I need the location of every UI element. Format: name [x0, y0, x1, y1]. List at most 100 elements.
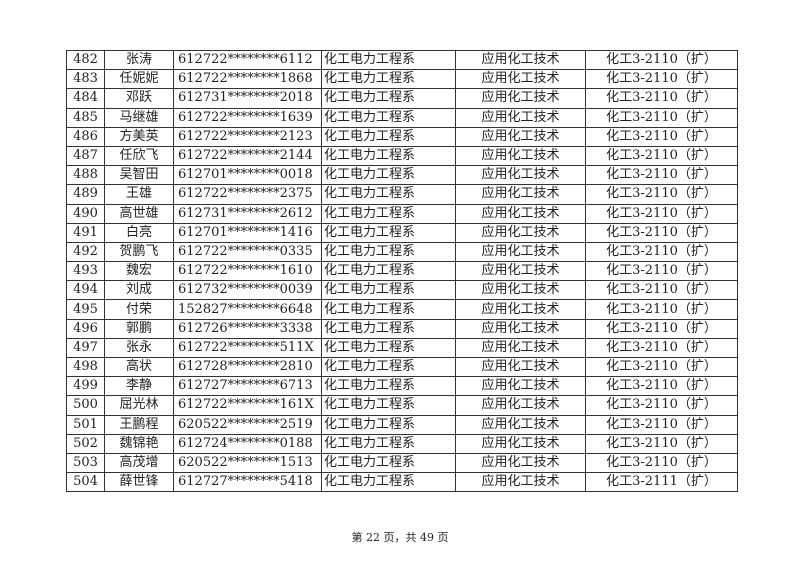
student-name: 任妮妮 [104, 69, 174, 90]
id-number: 612722********2123 [173, 126, 322, 147]
department: 化工电力工程系 [321, 376, 456, 397]
class-name: 化工3-2110（扩） [585, 433, 738, 454]
id-number: 612722********6112 [173, 49, 322, 71]
class-name: 化工3-2110（扩） [585, 241, 738, 263]
class-name: 化工3-2110（扩） [585, 126, 738, 147]
student-name: 王鹏程 [104, 414, 174, 435]
id-number: 620522********1513 [173, 452, 322, 474]
page-footer: 第 22 页，共 49 页 [351, 531, 449, 544]
row-number: 498 [66, 356, 105, 378]
table-row: 491 白亮 612701********1416 化工电力工程系 应用化工技术 化工3-… [66, 222, 738, 243]
major: 应用化工技术 [455, 145, 586, 167]
table-row: 502 魏锦艳 612724********0188 化工电力工程系 应用化工技术 化工3… [66, 433, 738, 454]
department: 化工电力工程系 [321, 280, 456, 301]
id-number: 612722********511X [173, 337, 322, 359]
id-number: 612724********0188 [173, 433, 322, 454]
department: 化工电力工程系 [321, 395, 456, 416]
table-row: 503 高茂增 620522********1513 化工电力工程系 应用化工技术 化工3… [66, 452, 738, 474]
department: 化工电力工程系 [321, 433, 456, 454]
major: 应用化工技术 [455, 395, 586, 416]
id-number: 152827********6648 [173, 299, 322, 320]
id-number: 612731********2612 [173, 203, 322, 224]
department: 化工电力工程系 [321, 299, 456, 320]
student-name: 王雄 [104, 184, 174, 205]
table-row: 492 贺鹏飞 612722********0335 化工电力工程系 应用化工技术 化工3… [66, 241, 738, 263]
table-row: 484 邓跃 612731********2018 化工电力工程系 应用化工技术 化工3-… [66, 88, 738, 109]
row-number: 503 [66, 452, 105, 474]
class-name: 化工3-2110（扩） [585, 318, 738, 339]
id-number: 612731********2018 [173, 88, 322, 109]
row-number: 490 [66, 203, 105, 224]
class-name: 化工3-2110（扩） [585, 337, 738, 359]
department: 化工电力工程系 [321, 88, 456, 109]
table-row: 489 王雄 612722********2375 化工电力工程系 应用化工技术 化工3-… [66, 184, 738, 205]
id-number: 612732********0039 [173, 280, 322, 301]
class-name: 化工3-2110（扩） [585, 49, 738, 71]
major: 应用化工技术 [455, 472, 586, 493]
student-name: 薛世锋 [104, 472, 174, 493]
class-name: 化工3-2110（扩） [585, 299, 738, 320]
major: 应用化工技术 [455, 318, 586, 339]
department: 化工电力工程系 [321, 184, 456, 205]
id-number: 612727********5418 [173, 472, 322, 493]
id-number: 612722********2144 [173, 145, 322, 167]
row-number: 484 [66, 88, 105, 109]
class-name: 化工3-2110（扩） [585, 184, 738, 205]
student-name: 魏锦艳 [104, 433, 174, 454]
table-row: 493 魏宏 612722********1610 化工电力工程系 应用化工技术 化工3-… [66, 261, 738, 282]
class-name: 化工3-2110（扩） [585, 414, 738, 435]
class-name: 化工3-2110（扩） [585, 107, 738, 128]
student-name: 李静 [104, 376, 174, 397]
class-name: 化工3-2110（扩） [585, 280, 738, 301]
department: 化工电力工程系 [321, 337, 456, 359]
row-number: 493 [66, 261, 105, 282]
class-name: 化工3-2110（扩） [585, 69, 738, 90]
table-row: 483 任妮妮 612722********1868 化工电力工程系 应用化工技术 化工3… [66, 69, 738, 90]
row-number: 501 [66, 414, 105, 435]
department: 化工电力工程系 [321, 318, 456, 339]
table-row: 490 高世雄 612731********2612 化工电力工程系 应用化工技术 化工3… [66, 203, 738, 224]
id-number: 612726********3338 [173, 318, 322, 339]
student-table: 482 张涛 612722********6112 化工电力工程系 应用化工技术 化工3-… [66, 49, 738, 493]
major: 应用化工技术 [455, 261, 586, 282]
id-number: 612722********1639 [173, 107, 322, 128]
row-number: 489 [66, 184, 105, 205]
id-number: 612701********0018 [173, 165, 322, 186]
major: 应用化工技术 [455, 337, 586, 359]
row-number: 486 [66, 126, 105, 147]
class-name: 化工3-2110（扩） [585, 452, 738, 474]
row-number: 494 [66, 280, 105, 301]
student-name: 魏宏 [104, 261, 174, 282]
id-number: 612728********2810 [173, 356, 322, 378]
department: 化工电力工程系 [321, 165, 456, 186]
id-number: 612701********1416 [173, 222, 322, 243]
id-number: 612727********6713 [173, 376, 322, 397]
student-name: 白亮 [104, 222, 174, 243]
major: 应用化工技术 [455, 165, 586, 186]
major: 应用化工技术 [455, 107, 586, 128]
row-number: 485 [66, 107, 105, 128]
table-row: 495 付荣 152827********6648 化工电力工程系 应用化工技术 化工3-… [66, 299, 738, 320]
row-number: 504 [66, 472, 105, 493]
student-name: 张永 [104, 337, 174, 359]
row-number: 491 [66, 222, 105, 243]
department: 化工电力工程系 [321, 203, 456, 224]
row-number: 500 [66, 395, 105, 416]
department: 化工电力工程系 [321, 452, 456, 474]
table-row: 494 刘成 612732********0039 化工电力工程系 应用化工技术 化工3-… [66, 280, 738, 301]
student-name: 屈光林 [104, 395, 174, 416]
department: 化工电力工程系 [321, 356, 456, 378]
class-name: 化工3-2110（扩） [585, 203, 738, 224]
department: 化工电力工程系 [321, 414, 456, 435]
table-row: 498 高状 612728********2810 化工电力工程系 应用化工技术 化工3-… [66, 356, 738, 378]
major: 应用化工技术 [455, 299, 586, 320]
row-number: 497 [66, 337, 105, 359]
student-name: 吴智田 [104, 165, 174, 186]
class-name: 化工3-2110（扩） [585, 261, 738, 282]
id-number: 612722********161X [173, 395, 322, 416]
department: 化工电力工程系 [321, 261, 456, 282]
class-name: 化工3-2110（扩） [585, 165, 738, 186]
row-number: 495 [66, 299, 105, 320]
id-number: 612722********0335 [173, 241, 322, 263]
table-row: 497 张永 612722********511X 化工电力工程系 应用化工技术 化工3-… [66, 337, 738, 359]
